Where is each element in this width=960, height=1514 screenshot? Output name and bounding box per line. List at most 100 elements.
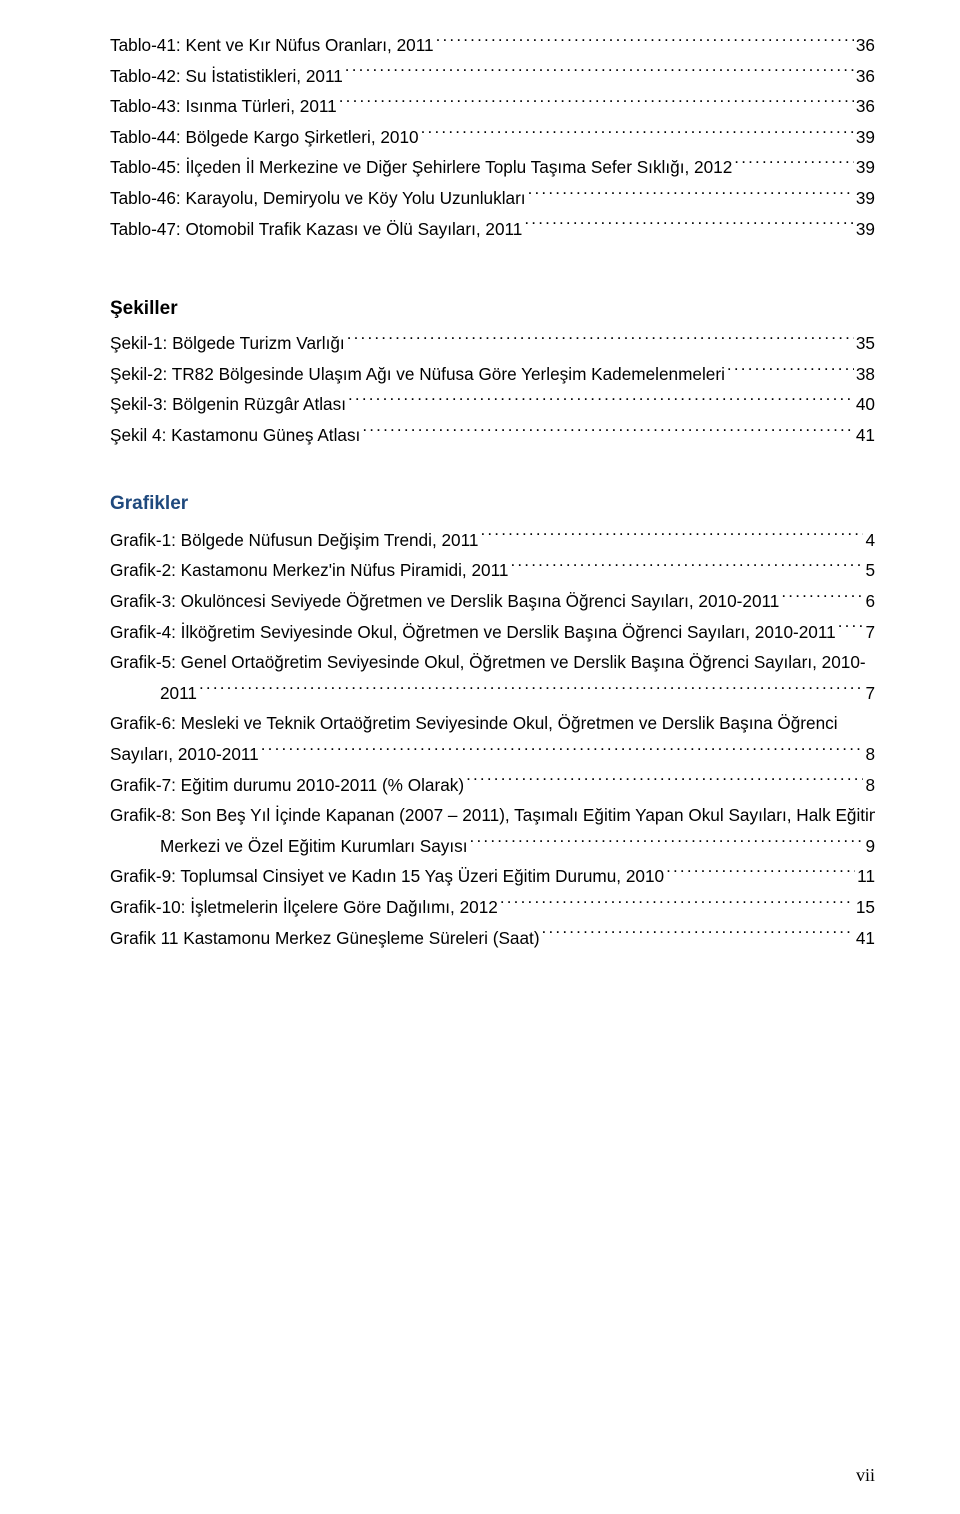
toc-entry-page: 36: [856, 91, 875, 122]
toc-entry-page: 35: [856, 328, 875, 359]
toc-entry-label: Grafik-6: Mesleki ve Teknik Ortaöğretim …: [110, 708, 838, 739]
sekiller-heading: Şekiller: [110, 298, 875, 320]
toc-leader-dots: [528, 185, 854, 204]
toc-entry-page: 39: [856, 183, 875, 214]
toc-entry: Şekil-1: Bölgede Turizm Varlığı 35: [110, 328, 875, 359]
toc-leader-dots: [781, 588, 863, 607]
toc-leader-dots: [727, 361, 854, 380]
toc-entry-label: Grafik 11 Kastamonu Merkez Güneşleme Sür…: [110, 923, 540, 954]
toc-entry-page: 11: [857, 861, 875, 892]
toc-entry: Tablo-41: Kent ve Kır Nüfus Oranları, 20…: [110, 30, 875, 61]
toc-entry-label: Merkezi ve Özel Eğitim Kurumları Sayısı: [160, 831, 468, 862]
toc-leader-dots: [470, 833, 864, 852]
toc-leader-dots: [524, 216, 854, 235]
toc-entry: Tablo-43: Isınma Türleri, 2011 36: [110, 91, 875, 122]
toc-entry: Şekil-3: Bölgenin Rüzgâr Atlası 40: [110, 389, 875, 420]
tables-toc-list: Tablo-41: Kent ve Kır Nüfus Oranları, 20…: [110, 30, 875, 244]
grafikler-toc-list: Grafik-1: Bölgede Nüfusun Değişim Trendi…: [110, 525, 875, 954]
toc-leader-dots: [666, 864, 855, 883]
toc-entry: Grafik-5: Genel Ortaöğretim Seviyesinde …: [110, 647, 875, 678]
toc-leader-dots: [339, 93, 854, 112]
toc-entry-label: Şekil-2: TR82 Bölgesinde Ulaşım Ağı ve N…: [110, 359, 725, 390]
toc-entry-page: 4: [865, 525, 875, 556]
toc-entry-page: 39: [856, 152, 875, 183]
toc-leader-dots: [421, 124, 854, 143]
toc-leader-dots: [436, 32, 854, 51]
toc-entry-page: 38: [856, 359, 875, 390]
toc-entry-page: 8: [865, 770, 875, 801]
toc-entry-label: Sayıları, 2010-2011: [110, 739, 259, 770]
toc-leader-dots: [838, 619, 864, 638]
toc-entry-label: Tablo-44: Bölgede Kargo Şirketleri, 2010: [110, 122, 419, 153]
toc-entry: Tablo-47: Otomobil Trafik Kazası ve Ölü …: [110, 214, 875, 245]
toc-entry: Grafik 11 Kastamonu Merkez Güneşleme Sür…: [110, 923, 875, 954]
toc-entry-page: 39: [856, 214, 875, 245]
toc-entry-page: 40: [856, 389, 875, 420]
document-page: Tablo-41: Kent ve Kır Nüfus Oranları, 20…: [0, 0, 960, 1514]
toc-entry-page: 7: [865, 678, 875, 709]
toc-entry-label: Tablo-45: İlçeden İl Merkezine ve Diğer …: [110, 152, 732, 183]
toc-leader-dots: [500, 894, 854, 913]
toc-leader-dots: [362, 422, 854, 441]
toc-entry-label: Tablo-41: Kent ve Kır Nüfus Oranları, 20…: [110, 30, 434, 61]
toc-entry-page: 15: [856, 892, 875, 923]
toc-entry: Sayıları, 2010-2011 8: [110, 739, 875, 770]
toc-entry: Grafik-8: Son Beş Yıl İçinde Kapanan (20…: [110, 800, 875, 831]
toc-entry: Grafik-2: Kastamonu Merkez'in Nüfus Pira…: [110, 555, 875, 586]
toc-leader-dots: [480, 527, 863, 546]
sekiller-toc-list: Şekil-1: Bölgede Turizm Varlığı 35 Şekil-2…: [110, 328, 875, 450]
toc-entry-label: Şekil 4: Kastamonu Güneş Atlası: [110, 420, 360, 451]
toc-entry: Tablo-45: İlçeden İl Merkezine ve Diğer …: [110, 152, 875, 183]
page-number-folio: vii: [856, 1465, 875, 1486]
toc-leader-dots: [199, 680, 863, 699]
toc-entry-label: Tablo-46: Karayolu, Demiryolu ve Köy Yol…: [110, 183, 526, 214]
toc-entry-label: Şekil-1: Bölgede Turizm Varlığı: [110, 328, 345, 359]
toc-entry: Tablo-46: Karayolu, Demiryolu ve Köy Yol…: [110, 183, 875, 214]
toc-entry: Grafik-3: Okulöncesi Seviyede Öğretmen v…: [110, 586, 875, 617]
toc-leader-dots: [466, 772, 863, 791]
grafikler-heading: Grafikler: [110, 493, 875, 515]
toc-entry: Grafik-7: Eğitim durumu 2010-2011 (% Ola…: [110, 770, 875, 801]
toc-entry-label: Grafik-9: Toplumsal Cinsiyet ve Kadın 15…: [110, 861, 664, 892]
toc-entry-page: 6: [865, 586, 875, 617]
toc-entry-page: 9: [865, 831, 875, 862]
toc-leader-dots: [542, 925, 854, 944]
toc-leader-dots: [345, 63, 854, 82]
toc-entry: Grafik-1: Bölgede Nüfusun Değişim Trendi…: [110, 525, 875, 556]
toc-entry-label: 2011: [160, 678, 197, 709]
toc-entry: Tablo-42: Su İstatistikleri, 2011 36: [110, 61, 875, 92]
toc-entry-page: 36: [856, 61, 875, 92]
toc-entry: Grafik-4: İlköğretim Seviyesinde Okul, Ö…: [110, 617, 875, 648]
toc-entry-page: 8: [865, 739, 875, 770]
toc-leader-dots: [261, 741, 864, 760]
toc-entry-label: Grafik-1: Bölgede Nüfusun Değişim Trendi…: [110, 525, 478, 556]
toc-entry: Grafik-10: İşletmelerin İlçelere Göre Da…: [110, 892, 875, 923]
toc-entry-label: Grafik-3: Okulöncesi Seviyede Öğretmen v…: [110, 586, 779, 617]
toc-entry-page: 5: [865, 555, 875, 586]
toc-entry-label: Grafik-8: Son Beş Yıl İçinde Kapanan (20…: [110, 800, 875, 831]
toc-entry-label: Tablo-43: Isınma Türleri, 2011: [110, 91, 337, 122]
toc-leader-dots: [510, 557, 863, 576]
toc-entry-label: Tablo-47: Otomobil Trafik Kazası ve Ölü …: [110, 214, 522, 245]
toc-entry-label: Grafik-7: Eğitim durumu 2010-2011 (% Ola…: [110, 770, 464, 801]
toc-entry-label: Tablo-42: Su İstatistikleri, 2011: [110, 61, 343, 92]
toc-entry-page: 39: [856, 122, 875, 153]
toc-entry-page: 41: [856, 420, 875, 451]
toc-entry-label: Grafik-5: Genel Ortaöğretim Seviyesinde …: [110, 647, 866, 678]
toc-entry: Şekil 4: Kastamonu Güneş Atlası 41: [110, 420, 875, 451]
toc-entry: 2011 7: [110, 678, 875, 709]
toc-entry-page: 7: [865, 617, 875, 648]
toc-entry: Şekil-2: TR82 Bölgesinde Ulaşım Ağı ve N…: [110, 359, 875, 390]
toc-leader-dots: [348, 392, 854, 411]
toc-leader-dots: [347, 330, 854, 349]
toc-entry: Merkezi ve Özel Eğitim Kurumları Sayısı 9: [110, 831, 875, 862]
toc-entry-label: Grafik-4: İlköğretim Seviyesinde Okul, Ö…: [110, 617, 836, 648]
toc-entry-label: Şekil-3: Bölgenin Rüzgâr Atlası: [110, 389, 346, 420]
toc-entry-page: 41: [856, 923, 875, 954]
toc-entry: Tablo-44: Bölgede Kargo Şirketleri, 2010…: [110, 122, 875, 153]
toc-entry: Grafik-9: Toplumsal Cinsiyet ve Kadın 15…: [110, 861, 875, 892]
toc-entry-label: Grafik-10: İşletmelerin İlçelere Göre Da…: [110, 892, 498, 923]
toc-entry-label: Grafik-2: Kastamonu Merkez'in Nüfus Pira…: [110, 555, 508, 586]
toc-entry: Grafik-6: Mesleki ve Teknik Ortaöğretim …: [110, 708, 875, 739]
toc-entry-page: 36: [856, 30, 875, 61]
